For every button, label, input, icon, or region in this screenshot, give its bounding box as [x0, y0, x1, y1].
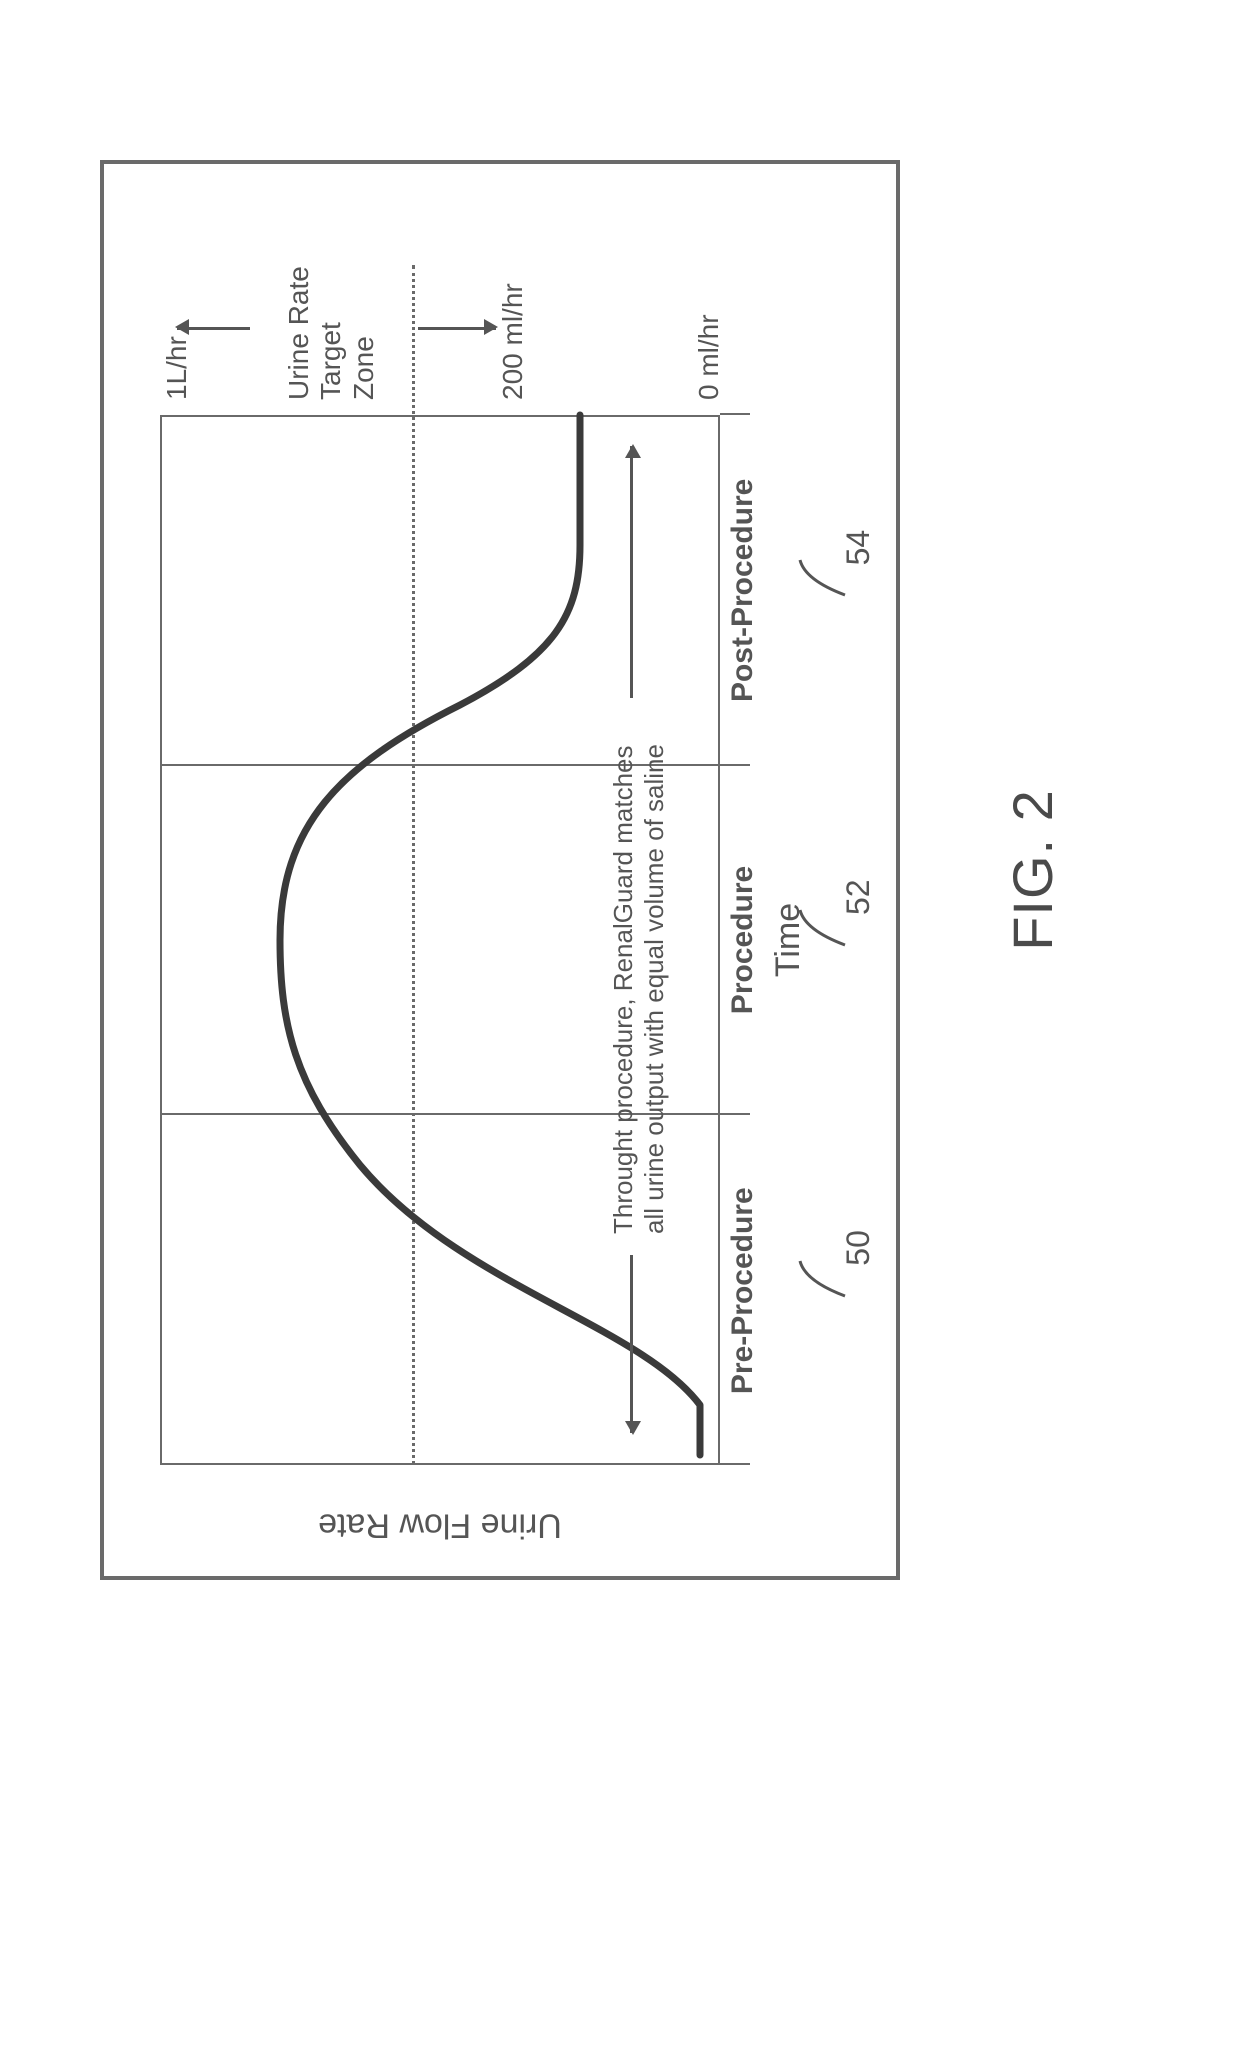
target-zone-label: Urine Rate Target Zone	[283, 266, 380, 400]
phase-label-pre: Pre-Procedure	[726, 1187, 760, 1394]
note-arrow-right-icon	[630, 447, 633, 699]
phase-tick-start	[720, 1463, 750, 1465]
target-zone-line1: Urine Rate	[283, 266, 314, 400]
target-zone-line2: Target	[315, 322, 346, 400]
note-line1: Throught procedure, RenalGuard matches	[608, 746, 638, 1235]
y-tick-mid: 200 ml/hr	[497, 283, 529, 400]
y-tick-bottom: 0 ml/hr	[693, 314, 725, 400]
callout-54-number: 54	[840, 530, 877, 566]
phase-tick-2	[720, 764, 750, 766]
target-zone-arrow-down-icon	[418, 327, 496, 330]
phase-label-post: Post-Procedure	[726, 479, 760, 702]
callout-52-number: 52	[840, 879, 877, 915]
y-tick-top: 1L/hr	[161, 336, 193, 400]
note-arrow-left-icon	[630, 1255, 633, 1434]
target-zone-arrow-up-icon	[177, 327, 250, 330]
note-line2: all urine output with equal volume of sa…	[639, 744, 669, 1234]
plot-area: Urine Flow Rate Time Pre-Procedure Proce…	[159, 414, 721, 1466]
figure-outer-box: Urine Flow Rate Time Pre-Procedure Proce…	[100, 160, 900, 1580]
phase-label-mid: Procedure	[726, 866, 760, 1014]
y-axis-label: Urine Flow Rate	[318, 1506, 562, 1545]
phase-tick-1	[720, 1113, 750, 1115]
procedure-note: Throught procedure, RenalGuard matches a…	[608, 744, 670, 1234]
rotated-figure-wrap: Urine Flow Rate Time Pre-Procedure Proce…	[70, 120, 1170, 1620]
target-zone-line3: Zone	[348, 336, 379, 400]
phase-tick-end	[720, 413, 750, 415]
figure-caption: FIG. 2	[1000, 120, 1065, 1620]
callout-50-number: 50	[840, 1230, 877, 1266]
page: Urine Flow Rate Time Pre-Procedure Proce…	[0, 0, 1240, 2048]
